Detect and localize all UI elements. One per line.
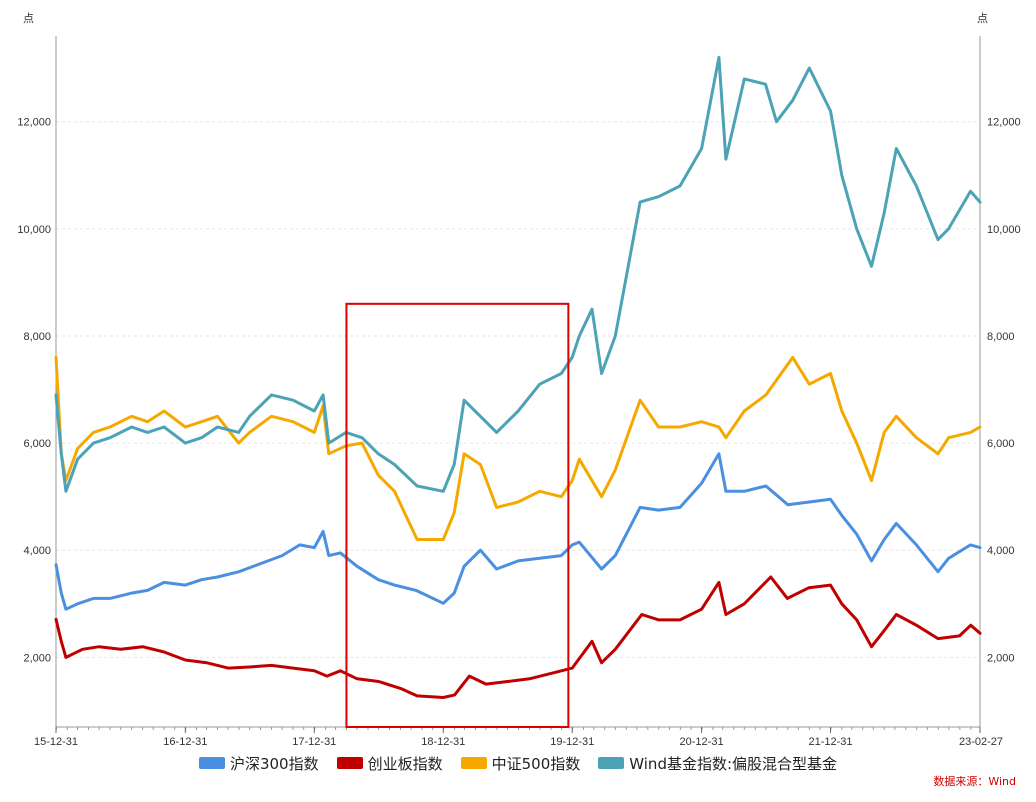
series-line-1 <box>54 452 982 611</box>
y-tick-label-left: 10,000 <box>17 224 51 236</box>
legend-swatch <box>460 757 487 769</box>
tick-labels: 2,000 2,000 4,000 4,000 6,000 6,000 8,000 8,000… <box>17 117 1020 748</box>
x-tick-label: 15-12-31 <box>34 736 78 748</box>
legend-swatch <box>198 757 225 769</box>
left-axis-unit: 点 <box>23 12 34 25</box>
y-tick-label-left: 8,000 <box>23 331 51 343</box>
series-lines <box>54 55 982 699</box>
y-tick-label-right: 8,000 <box>987 331 1015 343</box>
legend-label: Wind基金指数:偏股混合型基金 <box>629 754 838 773</box>
gridlines <box>56 121 980 658</box>
y-tick-label-right: 10,000 <box>987 224 1021 236</box>
series-line-4 <box>54 55 982 493</box>
y-tick-label-right: 6,000 <box>987 438 1015 450</box>
x-tick-label: 21-12-31 <box>809 736 853 748</box>
legend-label: 沪深300指数 <box>229 754 319 773</box>
series-line-3 <box>54 355 982 541</box>
y-tick-label-right: 2,000 <box>987 652 1015 664</box>
x-tick-label: 16-12-31 <box>163 736 207 748</box>
legend-label: 中证500指数 <box>491 754 581 773</box>
x-tick-label: 23-02-27 <box>959 736 1003 748</box>
y-tick-label-right: 12,000 <box>987 117 1021 129</box>
legend-item-4: Wind基金指数:偏股混合型基金 <box>598 753 837 774</box>
legend-swatch <box>598 757 625 769</box>
y-tick-label-left: 2,000 <box>23 652 51 664</box>
y-tick-label-right: 4,000 <box>987 545 1015 557</box>
right-axis-unit: 点 <box>977 12 988 25</box>
series-line-2 <box>54 575 982 699</box>
legend-item-3: 中证500指数 <box>460 753 581 774</box>
y-tick-label-left: 12,000 <box>17 117 51 129</box>
y-tick-label-left: 4,000 <box>23 545 51 557</box>
x-tick-label: 17-12-31 <box>292 736 336 748</box>
source-note: 数据来源：Wind <box>933 775 1016 788</box>
legend-label: 创业板指数 <box>367 754 443 773</box>
axes <box>55 36 981 733</box>
chart-legend: 沪深300指数 创业板指数 中证500指数 Wind基金指数:偏股混合型基金 <box>0 750 1036 776</box>
legend-swatch <box>336 757 363 769</box>
x-tick-label: 19-12-31 <box>550 736 594 748</box>
y-tick-label-left: 6,000 <box>23 438 51 450</box>
legend-item-2: 创业板指数 <box>336 753 443 774</box>
legend-item-1: 沪深300指数 <box>198 753 319 774</box>
x-tick-label: 18-12-31 <box>421 736 465 748</box>
x-tick-label: 20-12-31 <box>680 736 724 748</box>
highlight-box <box>345 302 570 728</box>
